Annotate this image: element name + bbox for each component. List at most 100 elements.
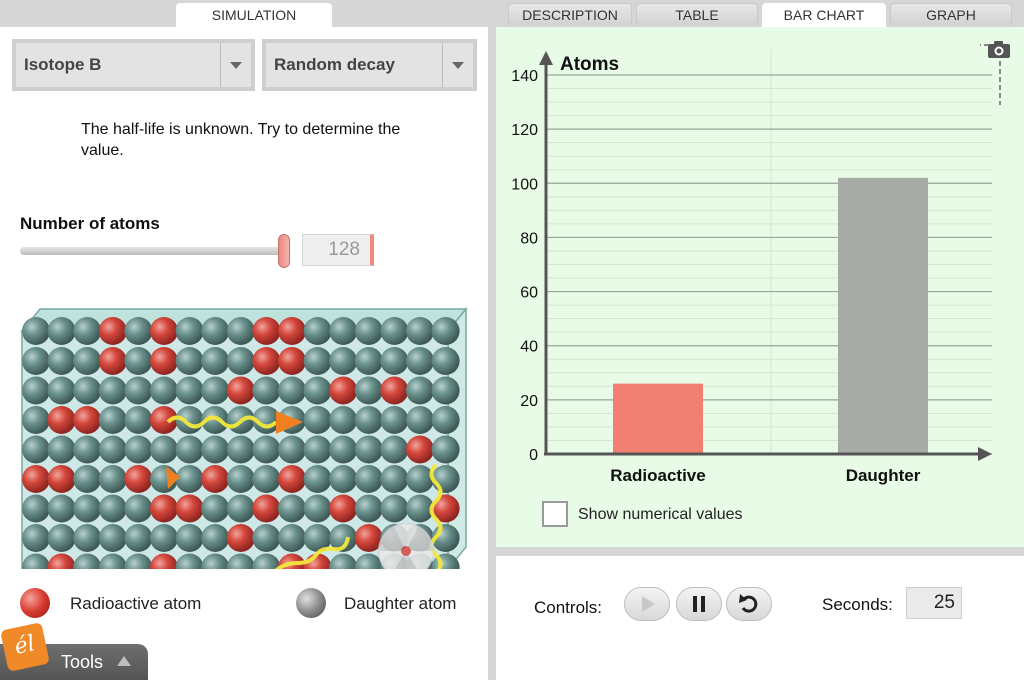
- simulation-panel: Isotope B Random decay The half-life is …: [0, 27, 488, 680]
- chevron-down-icon[interactable]: [220, 43, 251, 87]
- tab-bar-chart[interactable]: BAR CHART: [762, 3, 886, 27]
- daughter-atom: [226, 317, 255, 345]
- daughter-atom: [226, 553, 255, 569]
- daughter-atom: [431, 435, 460, 464]
- daughter-atom: [252, 376, 281, 405]
- radioactive-atom: [73, 406, 102, 434]
- daughter-atom: [329, 553, 358, 569]
- daughter-atom: [431, 317, 460, 345]
- y-axis-arrow: [539, 51, 553, 65]
- daughter-atom: [329, 317, 358, 345]
- tab-simulation[interactable]: SIMULATION: [176, 3, 332, 27]
- daughter-atom: [201, 376, 230, 405]
- reset-button[interactable]: [726, 587, 772, 621]
- daughter-atom: [22, 494, 50, 523]
- x-axis-arrow: [978, 447, 992, 461]
- seconds-label: Seconds:: [822, 595, 893, 614]
- radioactive-atom: [22, 465, 50, 493]
- chevron-down-icon[interactable]: [442, 43, 473, 87]
- radioactive-atom: [252, 494, 281, 523]
- daughter-atom: [175, 435, 204, 464]
- daughter-atom: [406, 347, 434, 375]
- daughter-atom: [73, 553, 102, 569]
- daughter-atom: [73, 524, 102, 552]
- radioactive-atom: [252, 317, 281, 345]
- daughter-atom: [354, 376, 383, 405]
- atoms-value-field[interactable]: 128: [302, 234, 374, 266]
- radioactive-atom: [150, 347, 178, 375]
- daughter-atom: [98, 435, 127, 464]
- daughter-atom: [124, 435, 153, 464]
- play-icon: [642, 596, 655, 612]
- tab-graph[interactable]: GRAPH: [890, 3, 1012, 25]
- y-tick-label: 100: [511, 176, 538, 193]
- daughter-atom: [329, 347, 358, 375]
- daughter-atom: [98, 465, 127, 493]
- daughter-atom: [431, 376, 460, 405]
- pause-icon: [693, 596, 705, 612]
- daughter-atom: [22, 553, 50, 569]
- daughter-atom: [278, 376, 306, 405]
- daughter-atom: [175, 553, 204, 569]
- daughter-atom: [406, 317, 434, 345]
- pause-button[interactable]: [676, 587, 722, 621]
- chart-title: Atoms: [560, 54, 619, 75]
- daughter-atom: [201, 494, 230, 523]
- camera-icon[interactable]: [980, 41, 1014, 107]
- radioactive-atom: [303, 553, 332, 569]
- daughter-atom: [303, 435, 332, 464]
- daughter-atom: [354, 553, 383, 569]
- radioactive-atom: [278, 317, 306, 345]
- daughter-atom: [22, 347, 50, 375]
- isotope-select[interactable]: Isotope B: [12, 39, 255, 91]
- daughter-atom: [47, 376, 76, 405]
- daughter-atom: [354, 494, 383, 523]
- daughter-atom: [354, 435, 383, 464]
- radioactive-atom: [150, 553, 178, 569]
- radioactive-atom: [98, 317, 127, 345]
- reset-icon: [739, 594, 758, 613]
- x-category-label: Radioactive: [610, 466, 705, 485]
- daughter-atom: [380, 494, 409, 523]
- y-tick-label: 120: [511, 122, 538, 139]
- daughter-atom: [124, 317, 153, 345]
- daughter-atom: [22, 524, 50, 552]
- radioactive-atom: [124, 465, 153, 493]
- daughter-atom: [252, 406, 281, 434]
- tab-table[interactable]: TABLE: [636, 3, 758, 25]
- daughter-atom: [22, 376, 50, 405]
- daughter-atom: [124, 494, 153, 523]
- daughter-atom: [22, 317, 50, 345]
- show-values-checkbox[interactable]: [542, 501, 568, 527]
- radioactive-atom: [226, 524, 255, 552]
- daughter-atom: [150, 435, 178, 464]
- daughter-atom: [329, 406, 358, 434]
- decay-mode-select[interactable]: Random decay: [262, 39, 477, 91]
- radioactive-atom: [175, 494, 204, 523]
- daughter-atom: [47, 317, 76, 345]
- atoms-slider-track[interactable]: [20, 247, 286, 255]
- radioactive-atom: [98, 347, 127, 375]
- daughter-atom: [124, 406, 153, 434]
- daughter-atom: [22, 406, 50, 434]
- atom-container: [20, 307, 468, 569]
- play-button[interactable]: [624, 587, 670, 621]
- daughter-atom: [201, 553, 230, 569]
- daughter-atom: [354, 406, 383, 434]
- controls-panel: Controls: Seconds: 25: [496, 556, 1024, 680]
- y-tick-label: 80: [520, 230, 538, 247]
- radioactive-atom: [380, 376, 409, 405]
- bar-daughter: [838, 177, 928, 454]
- radioactive-atom: [150, 406, 178, 434]
- radioactive-atom: [278, 465, 306, 493]
- radioactive-atom-legend-label: Radioactive atom: [70, 594, 202, 613]
- daughter-atom: [303, 406, 332, 434]
- daughter-atom: [303, 347, 332, 375]
- daughter-atom: [98, 553, 127, 569]
- tab-description[interactable]: DESCRIPTION: [508, 3, 632, 25]
- radioactive-atom: [354, 524, 383, 552]
- atoms-slider-thumb[interactable]: [278, 234, 290, 268]
- radioactive-atom-legend-icon: [20, 588, 50, 618]
- daughter-atom: [380, 406, 409, 434]
- daughter-atom: [380, 317, 409, 345]
